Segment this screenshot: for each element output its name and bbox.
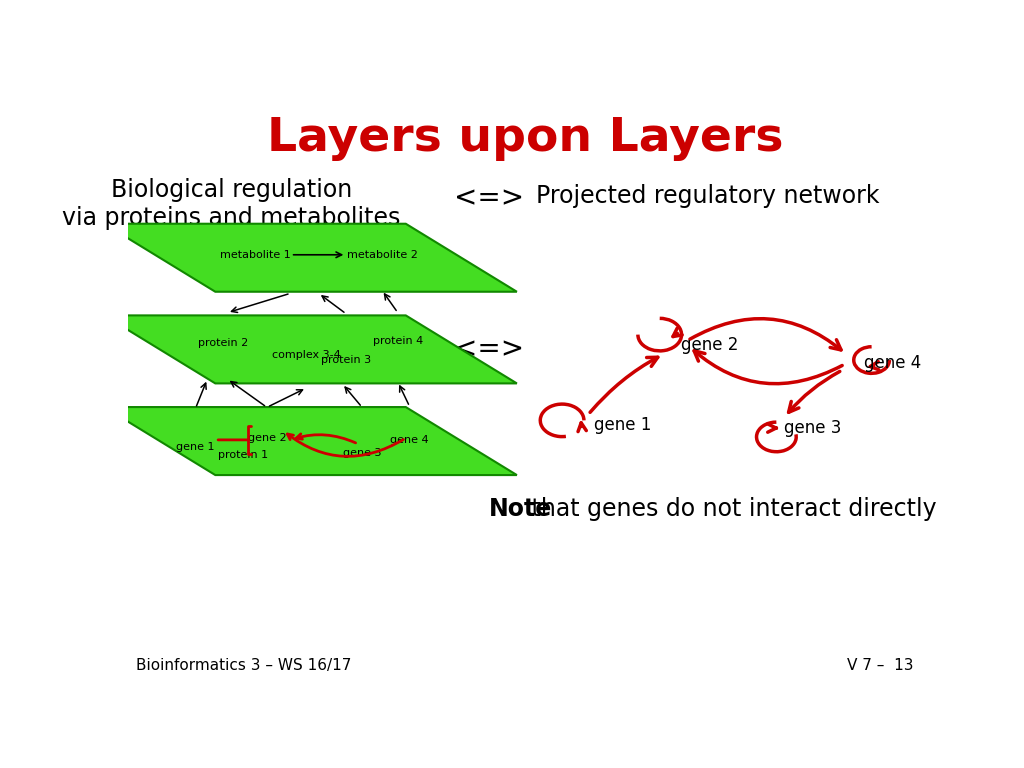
Text: gene 4: gene 4 xyxy=(390,435,429,445)
Text: protein 1: protein 1 xyxy=(218,450,268,460)
Text: <=>: <=> xyxy=(454,184,524,212)
Polygon shape xyxy=(104,407,517,475)
Text: gene 3: gene 3 xyxy=(343,448,381,458)
Text: protein 4: protein 4 xyxy=(373,336,423,346)
Text: gene 1: gene 1 xyxy=(594,416,651,434)
Text: <=>: <=> xyxy=(454,336,524,363)
Text: that genes do not interact directly: that genes do not interact directly xyxy=(524,497,937,521)
Text: Biological regulation
via proteins and metabolites: Biological regulation via proteins and m… xyxy=(62,178,400,230)
Text: protein 3: protein 3 xyxy=(322,355,372,365)
Text: Note: Note xyxy=(489,497,552,521)
Text: gene 3: gene 3 xyxy=(784,419,842,437)
Polygon shape xyxy=(104,316,517,383)
Text: gene 1: gene 1 xyxy=(176,442,215,452)
Text: gene 2: gene 2 xyxy=(681,336,738,354)
Polygon shape xyxy=(104,223,517,292)
Text: Layers upon Layers: Layers upon Layers xyxy=(266,116,783,161)
Text: V 7 –  13: V 7 – 13 xyxy=(847,658,913,673)
Text: complex 3-4: complex 3-4 xyxy=(272,350,341,360)
Text: protein 2: protein 2 xyxy=(198,339,249,349)
Text: gene 4: gene 4 xyxy=(863,354,921,372)
Text: Projected regulatory network: Projected regulatory network xyxy=(536,184,879,208)
Text: metabolite 1: metabolite 1 xyxy=(219,250,291,260)
Text: Bioinformatics 3 – WS 16/17: Bioinformatics 3 – WS 16/17 xyxy=(136,658,351,673)
Text: metabolite 2: metabolite 2 xyxy=(346,250,418,260)
Text: gene 2: gene 2 xyxy=(248,433,286,443)
